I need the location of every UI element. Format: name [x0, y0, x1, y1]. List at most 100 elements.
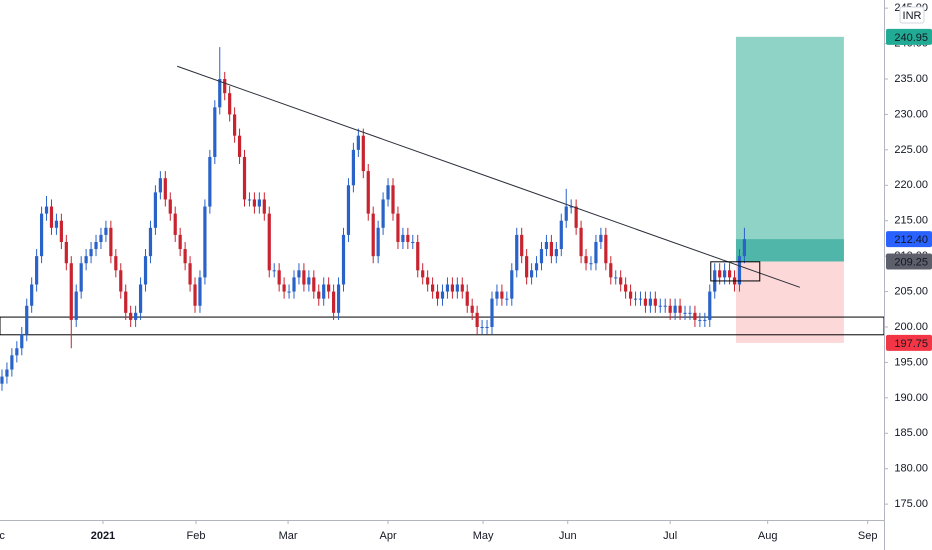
candle-body — [624, 284, 628, 292]
candle-body — [143, 256, 148, 285]
candle-body — [554, 249, 558, 257]
candle-body — [178, 234, 182, 250]
candle-body — [529, 270, 534, 278]
loss-zone — [736, 261, 844, 343]
candle-body — [15, 348, 19, 356]
candle-body — [371, 213, 375, 257]
candle-body — [589, 263, 593, 265]
candle-body — [678, 305, 682, 313]
x-tick-label: Jul — [663, 530, 677, 542]
candle-body — [54, 220, 59, 228]
candle-body — [307, 277, 311, 285]
candle-body — [653, 298, 657, 306]
candle-body — [628, 291, 633, 299]
candle-body — [138, 284, 143, 313]
candle-body — [638, 298, 643, 300]
candle-body — [35, 256, 39, 285]
y-tick-label: 235.00 — [894, 73, 928, 85]
candle-body — [228, 93, 232, 115]
candle-body — [559, 220, 563, 250]
candle-body — [233, 114, 237, 136]
candle-body — [727, 270, 732, 278]
y-tick-label: 195.00 — [894, 356, 928, 368]
y-tick-label: 185.00 — [894, 427, 928, 439]
currency-box — [899, 6, 925, 24]
candle-body — [148, 227, 153, 257]
candle-body — [525, 256, 529, 278]
candle-body — [673, 305, 677, 313]
candle-body — [84, 256, 88, 264]
price-tag — [886, 231, 932, 248]
candle-body — [445, 284, 450, 292]
x-tick-label: 2021 — [91, 530, 115, 542]
profit-zone — [736, 36, 844, 262]
candle-body — [262, 199, 266, 214]
candle-body — [322, 284, 326, 299]
candle-body — [569, 206, 573, 208]
candle-body — [312, 277, 316, 292]
candle-body — [134, 312, 138, 320]
candle-body — [94, 241, 98, 250]
x-tick-label: Jun — [559, 530, 577, 542]
candle-body — [282, 284, 286, 292]
y-tick-label: 205.00 — [894, 285, 928, 297]
candle-body — [510, 270, 514, 299]
candle-body — [292, 277, 296, 292]
y-tick-label: 225.00 — [894, 144, 928, 156]
candle-body — [505, 298, 509, 300]
candle-body — [465, 291, 469, 306]
candle-body — [416, 241, 420, 271]
candle-body — [564, 206, 568, 221]
candle-body — [430, 284, 435, 292]
x-tick-label: Aug — [758, 530, 778, 542]
y-tick-label: 230.00 — [894, 108, 928, 120]
candle-body — [693, 312, 697, 320]
open-profit-zone — [736, 239, 844, 262]
candle-body — [490, 298, 494, 327]
candle-body — [188, 263, 192, 285]
candle-body — [584, 256, 588, 264]
candle-body — [688, 312, 692, 314]
x-tick-label: Sep — [858, 530, 878, 542]
candle-body — [25, 305, 29, 335]
candle-body — [49, 206, 54, 228]
candle-body — [104, 227, 108, 235]
candle-body — [332, 291, 336, 313]
candle-body — [599, 234, 603, 242]
candle-body — [485, 326, 489, 328]
candle-body — [218, 79, 222, 108]
candle-body — [114, 256, 118, 271]
candle-body — [198, 277, 202, 306]
candle-body — [411, 241, 415, 243]
candle-body — [287, 291, 291, 293]
candle-body — [153, 192, 158, 228]
candle-body — [539, 249, 544, 264]
candle-body — [99, 234, 103, 242]
candle-body — [223, 79, 227, 94]
candle-body — [302, 270, 306, 285]
currency-label: INR — [903, 10, 922, 22]
candle-body — [109, 227, 113, 257]
candle-body — [614, 277, 618, 279]
candle-body — [668, 305, 672, 313]
candle-body — [193, 284, 197, 306]
candle-body — [718, 270, 722, 278]
candle-body — [317, 291, 321, 299]
candle-body — [742, 239, 747, 257]
candle-body — [391, 185, 395, 214]
candle-body — [208, 156, 212, 207]
candle-body — [703, 319, 707, 321]
candle-body — [247, 199, 252, 201]
candle-body — [683, 312, 687, 314]
candle-body — [737, 256, 742, 285]
candle-body — [386, 185, 390, 200]
y-tick-label: 180.00 — [894, 463, 928, 475]
candle-body — [396, 213, 400, 242]
candle-body — [594, 241, 598, 264]
x-tick-label: Mar — [279, 530, 298, 542]
candle-body — [440, 291, 445, 299]
candle-body — [708, 291, 712, 320]
candle-body — [544, 241, 549, 250]
